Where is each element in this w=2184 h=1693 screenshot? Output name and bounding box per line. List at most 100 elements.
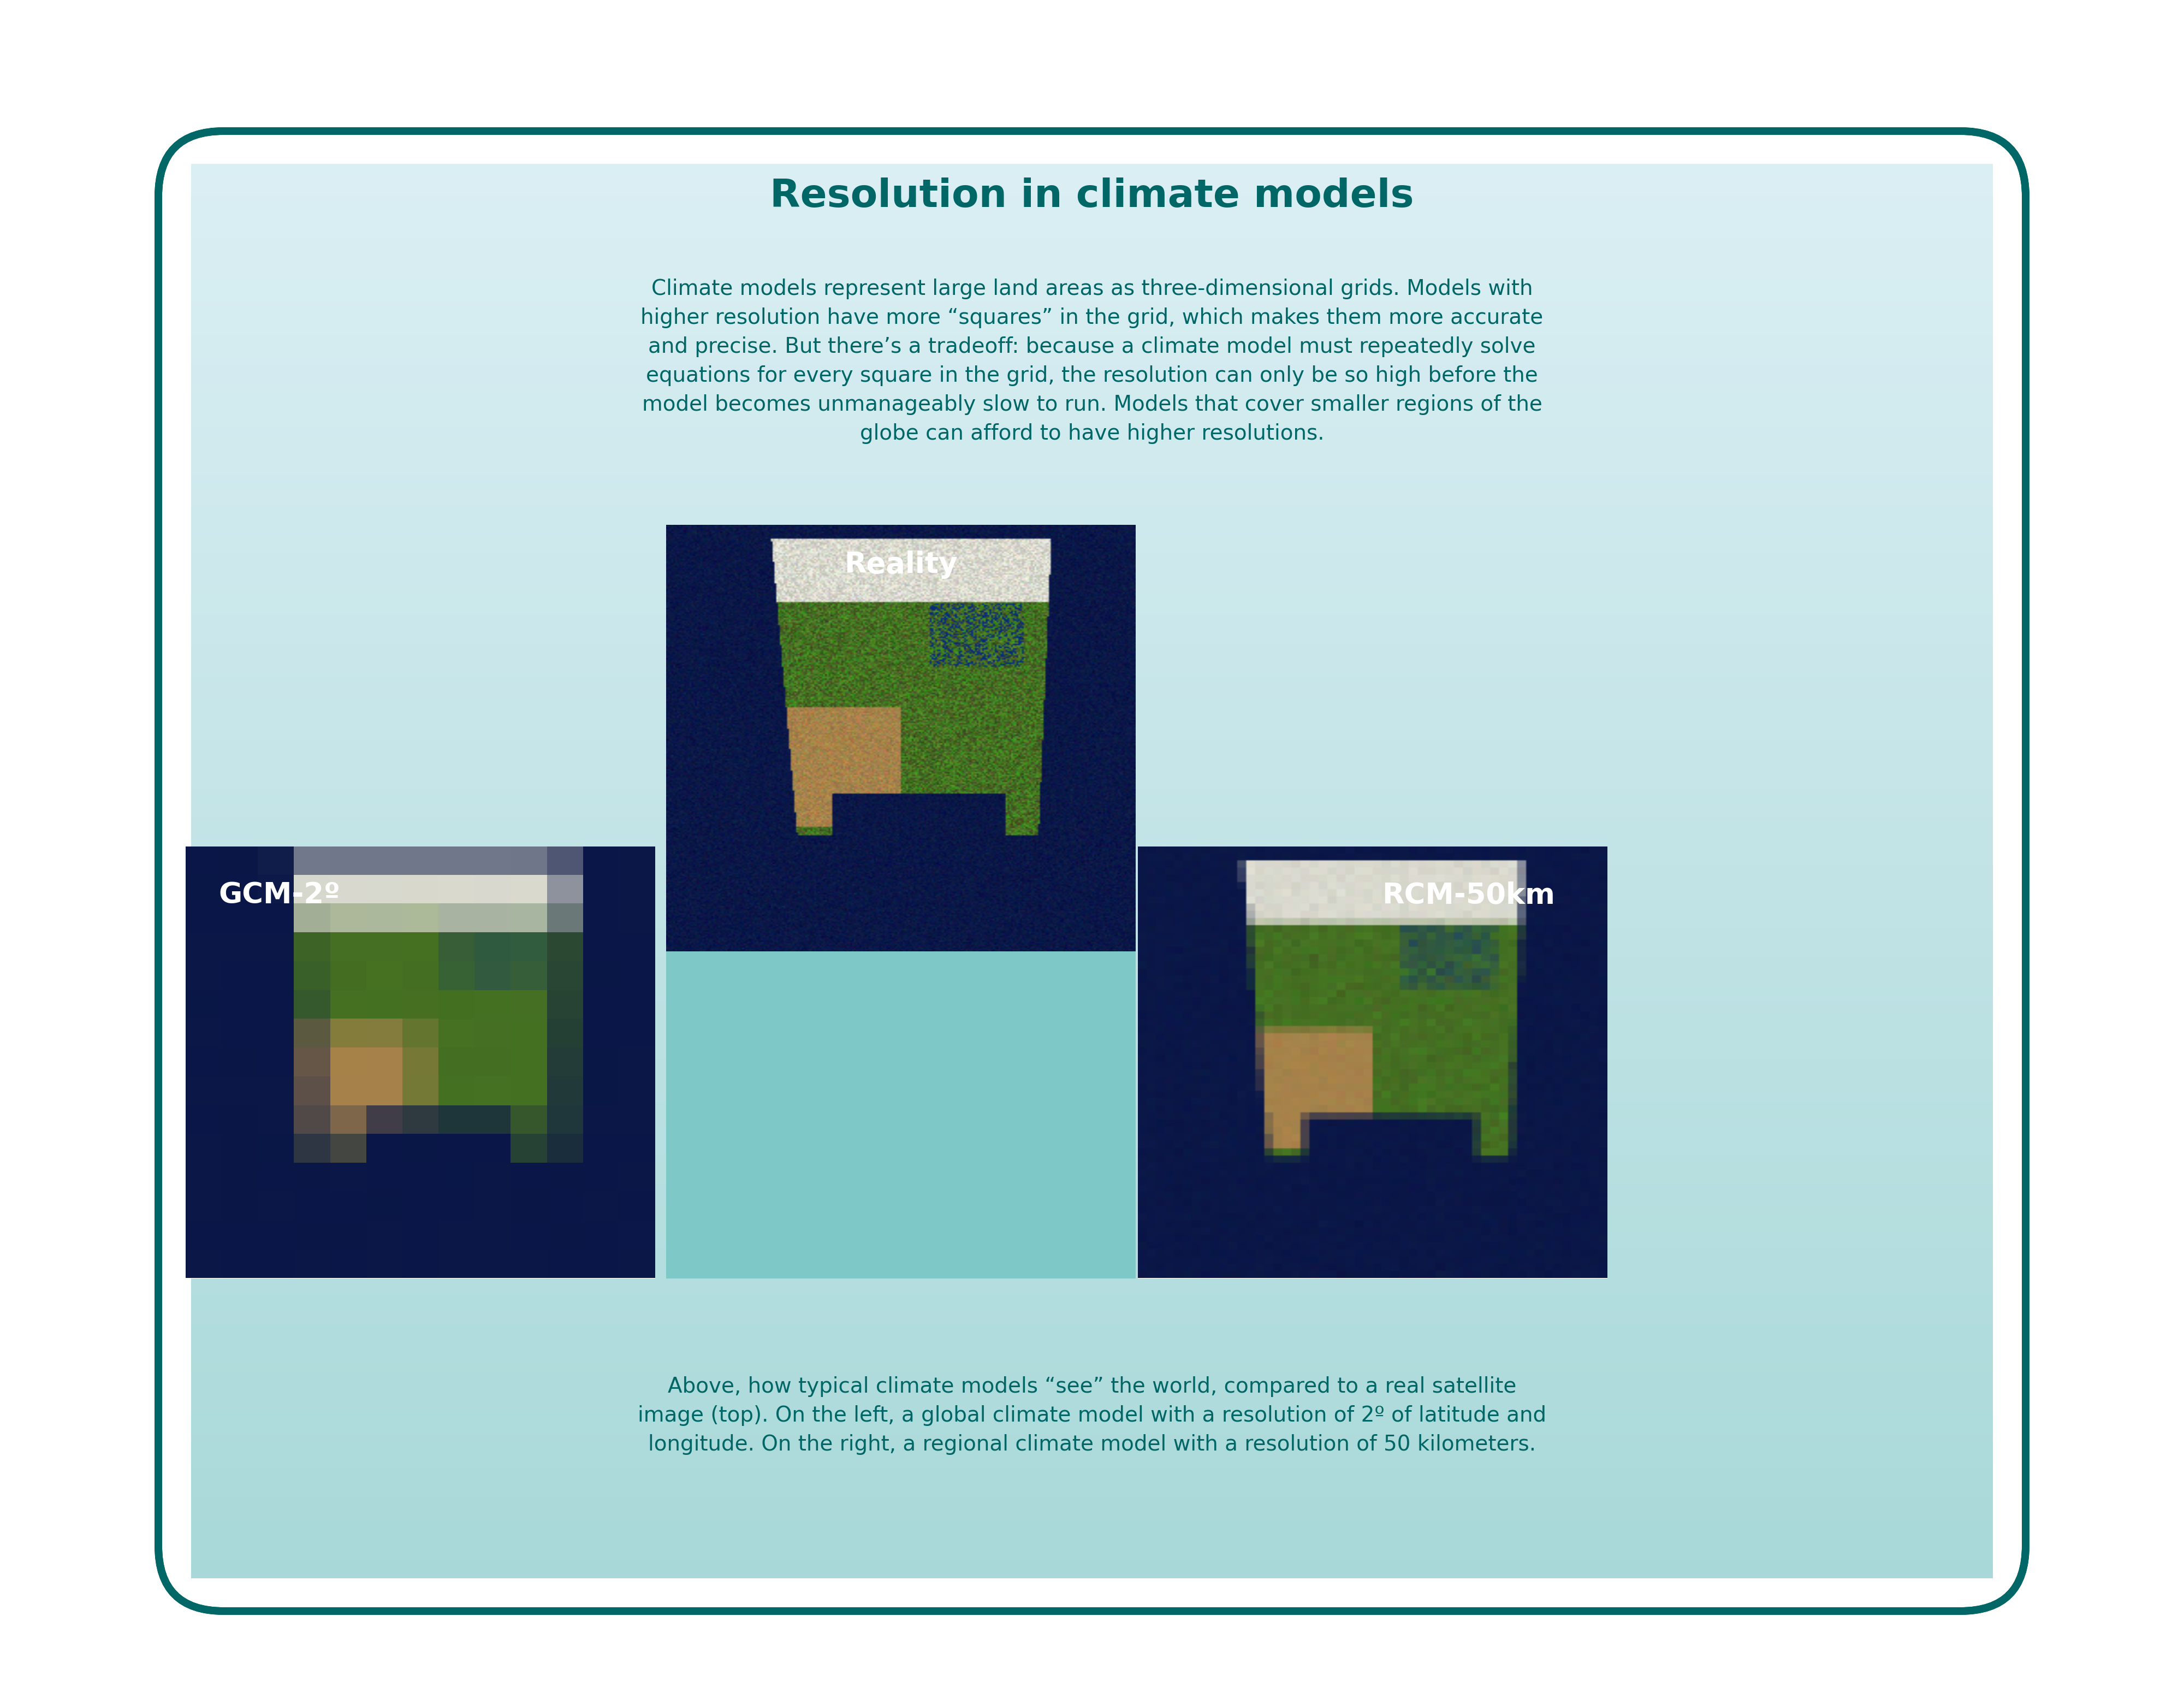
Bar: [175, 615, 2009, 620]
Bar: [175, 909, 2009, 914]
Bar: [175, 262, 2009, 267]
Bar: [175, 171, 2009, 176]
Bar: [175, 273, 2009, 278]
Bar: [175, 1569, 2009, 1576]
Bar: [175, 938, 2009, 943]
Bar: [175, 601, 2009, 606]
Bar: [175, 586, 2009, 591]
Bar: [175, 740, 2009, 745]
Bar: [175, 1011, 2009, 1016]
Bar: [175, 1078, 2009, 1084]
Bar: [175, 1084, 2009, 1089]
Bar: [175, 1246, 2009, 1253]
Bar: [175, 1334, 2009, 1339]
Bar: [175, 349, 2009, 356]
Bar: [175, 735, 2009, 742]
Bar: [175, 317, 2009, 322]
Bar: [175, 1483, 2009, 1488]
Bar: [175, 953, 2009, 958]
Bar: [175, 1478, 2009, 1483]
Bar: [175, 1454, 2009, 1459]
Bar: [175, 1040, 2009, 1045]
Bar: [175, 528, 2009, 533]
Bar: [175, 1001, 2009, 1006]
Bar: [175, 1102, 2009, 1107]
Bar: [175, 460, 2009, 466]
Bar: [175, 450, 2009, 455]
Bar: [175, 1397, 2009, 1402]
Bar: [175, 852, 2009, 857]
Bar: [175, 1029, 2009, 1034]
Bar: [175, 1459, 2009, 1464]
Bar: [175, 1392, 2009, 1397]
Bar: [175, 1170, 2009, 1175]
Bar: [175, 1063, 2009, 1068]
Bar: [175, 1209, 2009, 1214]
Bar: [175, 1295, 2009, 1300]
Bar: [175, 466, 2009, 471]
Bar: [175, 335, 2009, 340]
Bar: [175, 1068, 2009, 1073]
Bar: [175, 379, 2009, 384]
Bar: [175, 291, 2009, 296]
Bar: [175, 711, 2009, 716]
Bar: [175, 957, 2009, 963]
Bar: [175, 1449, 2009, 1454]
Bar: [175, 1277, 2009, 1282]
Bar: [175, 166, 2009, 171]
Bar: [175, 789, 2009, 794]
Bar: [175, 630, 2009, 635]
Text: Climate models represent large land areas as three-dimensional grids. Models wit: Climate models represent large land area…: [640, 279, 1544, 444]
Bar: [175, 1121, 2009, 1128]
Bar: [175, 784, 2009, 789]
Bar: [175, 1381, 2009, 1387]
Bar: [175, 1024, 2009, 1031]
Bar: [175, 1368, 2009, 1373]
Bar: [175, 508, 2009, 515]
Bar: [175, 1222, 2009, 1227]
Bar: [175, 1217, 2009, 1224]
Bar: [175, 1271, 2009, 1277]
Bar: [175, 1188, 2009, 1194]
Bar: [175, 706, 2009, 711]
Bar: [175, 181, 2009, 186]
Bar: [175, 794, 2009, 799]
Bar: [175, 1498, 2009, 1503]
Bar: [175, 1502, 2009, 1508]
Bar: [175, 774, 2009, 779]
Bar: [175, 1527, 2009, 1532]
Bar: [175, 422, 2009, 427]
Bar: [175, 223, 2009, 230]
Bar: [175, 479, 2009, 486]
Bar: [175, 1305, 2009, 1310]
Bar: [175, 797, 2009, 804]
Bar: [175, 210, 2009, 215]
Bar: [175, 1175, 2009, 1180]
Bar: [175, 721, 2009, 726]
Bar: [175, 1324, 2009, 1329]
Bar: [175, 249, 2009, 254]
Bar: [175, 1280, 2009, 1287]
Bar: [175, 1214, 2009, 1219]
Bar: [175, 471, 2009, 476]
Bar: [175, 1131, 2009, 1136]
Bar: [175, 195, 2009, 200]
Bar: [175, 860, 2009, 867]
Bar: [175, 312, 2009, 317]
Bar: [175, 1473, 2009, 1480]
Bar: [175, 755, 2009, 760]
Bar: [175, 609, 2009, 615]
Bar: [175, 1112, 2009, 1117]
Bar: [175, 1155, 2009, 1160]
Bar: [175, 1402, 2009, 1407]
Bar: [0, 1578, 2184, 1693]
Bar: [175, 1517, 2009, 1522]
Bar: [175, 726, 2009, 731]
Bar: [175, 229, 2009, 234]
Bar: [175, 411, 2009, 418]
Bar: [175, 1405, 2009, 1412]
Bar: [175, 252, 2009, 259]
Bar: [175, 552, 2009, 557]
Bar: [175, 1353, 2009, 1358]
Bar: [175, 1227, 2009, 1233]
